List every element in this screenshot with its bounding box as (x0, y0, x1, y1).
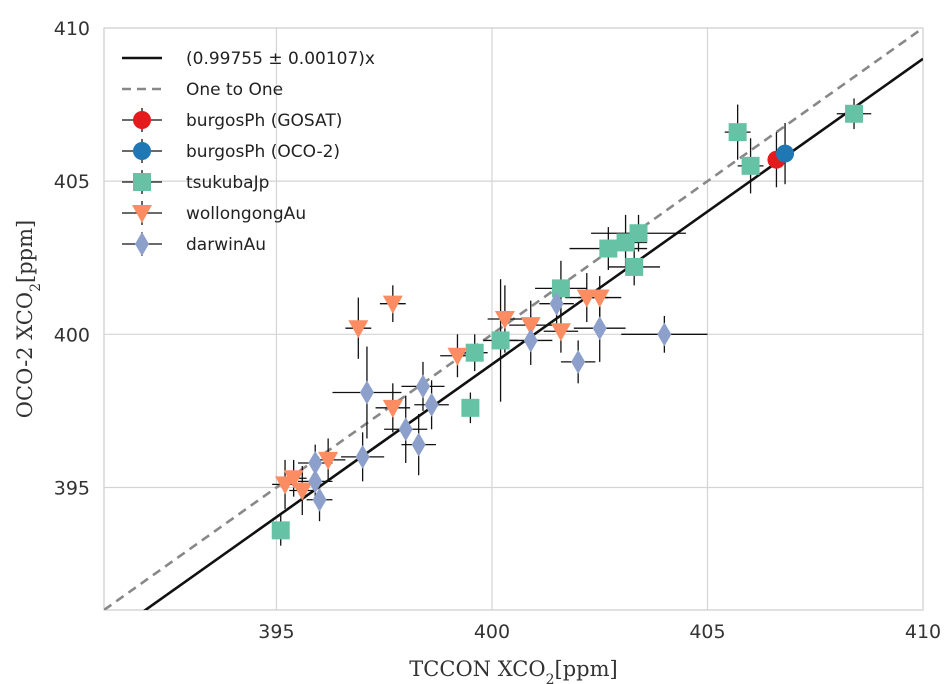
legend: (0.99755 ± 0.00107)x One to One burgosPh… (122, 49, 375, 256)
point-wollongongau (576, 289, 597, 308)
point-tsukubajp (271, 521, 290, 540)
point-wollongongau (292, 482, 313, 501)
point-darwinau (549, 291, 564, 316)
point-darwinau (411, 432, 426, 457)
point-wollongongau (520, 317, 541, 336)
x-tick-label: 410 (905, 621, 941, 643)
point-tsukubajp (845, 104, 864, 123)
y-tick-label: 405 (54, 171, 90, 193)
point-tsukubajp (741, 156, 760, 175)
x-tick-label: 400 (474, 621, 510, 643)
point-wollongongau (494, 311, 515, 329)
point-darwinau (592, 316, 607, 341)
legend-marker (135, 232, 149, 256)
point-tsukubajp (461, 398, 480, 417)
point-darwinau (523, 328, 538, 353)
y-tick-label: 400 (54, 324, 90, 346)
y-tick-label: 410 (54, 18, 90, 40)
legend-one-to-one-label: One to One (186, 80, 283, 100)
point-wollongongau (283, 470, 304, 489)
tick-labels: 395 400 405 410 395 400 405 410 (54, 18, 941, 643)
point-darwinau (657, 322, 672, 347)
point-darwinau (308, 450, 323, 475)
legend-label: burgosPh (OCO-2) (186, 142, 340, 162)
point-burgosph-oco-2 (776, 144, 795, 163)
point-darwinau (424, 392, 439, 417)
point-tsukubajp (599, 239, 618, 258)
point-darwinau (308, 469, 323, 494)
x-tick-label: 395 (258, 621, 294, 643)
point-wollongongau (318, 451, 339, 470)
point-wollongongau (348, 320, 369, 339)
legend-label: tsukubaJp (186, 173, 269, 193)
legend-label: wollongongAu (186, 204, 306, 224)
point-wollongongau (550, 323, 571, 342)
y-tick-label: 395 (54, 477, 90, 499)
point-tsukubajp (491, 331, 510, 350)
point-tsukubajp (465, 343, 484, 362)
point-darwinau (398, 417, 413, 442)
legend-marker (133, 111, 151, 129)
legend-fit-label: (0.99755 ± 0.00107)x (186, 49, 375, 69)
legend-label: burgosPh (GOSAT) (186, 111, 342, 131)
legend-marker (133, 173, 151, 191)
point-wollongongau (447, 347, 468, 366)
point-darwinau (355, 444, 370, 469)
y-axis-label: OCO-2 XCO2[ppm] (13, 220, 44, 418)
point-darwinau (359, 380, 374, 405)
x-tick-label: 405 (689, 621, 725, 643)
point-tsukubajp (629, 224, 648, 243)
point-tsukubajp (625, 257, 644, 276)
legend-marker (133, 142, 151, 160)
point-darwinau (312, 487, 327, 512)
x-axis-label: TCCON XCO2[ppm] (409, 657, 617, 684)
point-wollongongau (589, 289, 610, 308)
grid (104, 27, 924, 610)
point-darwinau (571, 349, 586, 374)
data-markers (271, 104, 864, 540)
legend-series: burgosPh (GOSAT) burgosPh (OCO-2) tsukubaJ… (122, 108, 342, 256)
point-wollongongau (382, 295, 403, 314)
point-wollongongau (382, 399, 403, 418)
point-tsukubajp (728, 123, 747, 142)
legend-label: darwinAu (186, 235, 266, 255)
point-darwinau (415, 374, 430, 399)
legend-marker (132, 205, 152, 223)
point-tsukubajp (551, 279, 570, 298)
